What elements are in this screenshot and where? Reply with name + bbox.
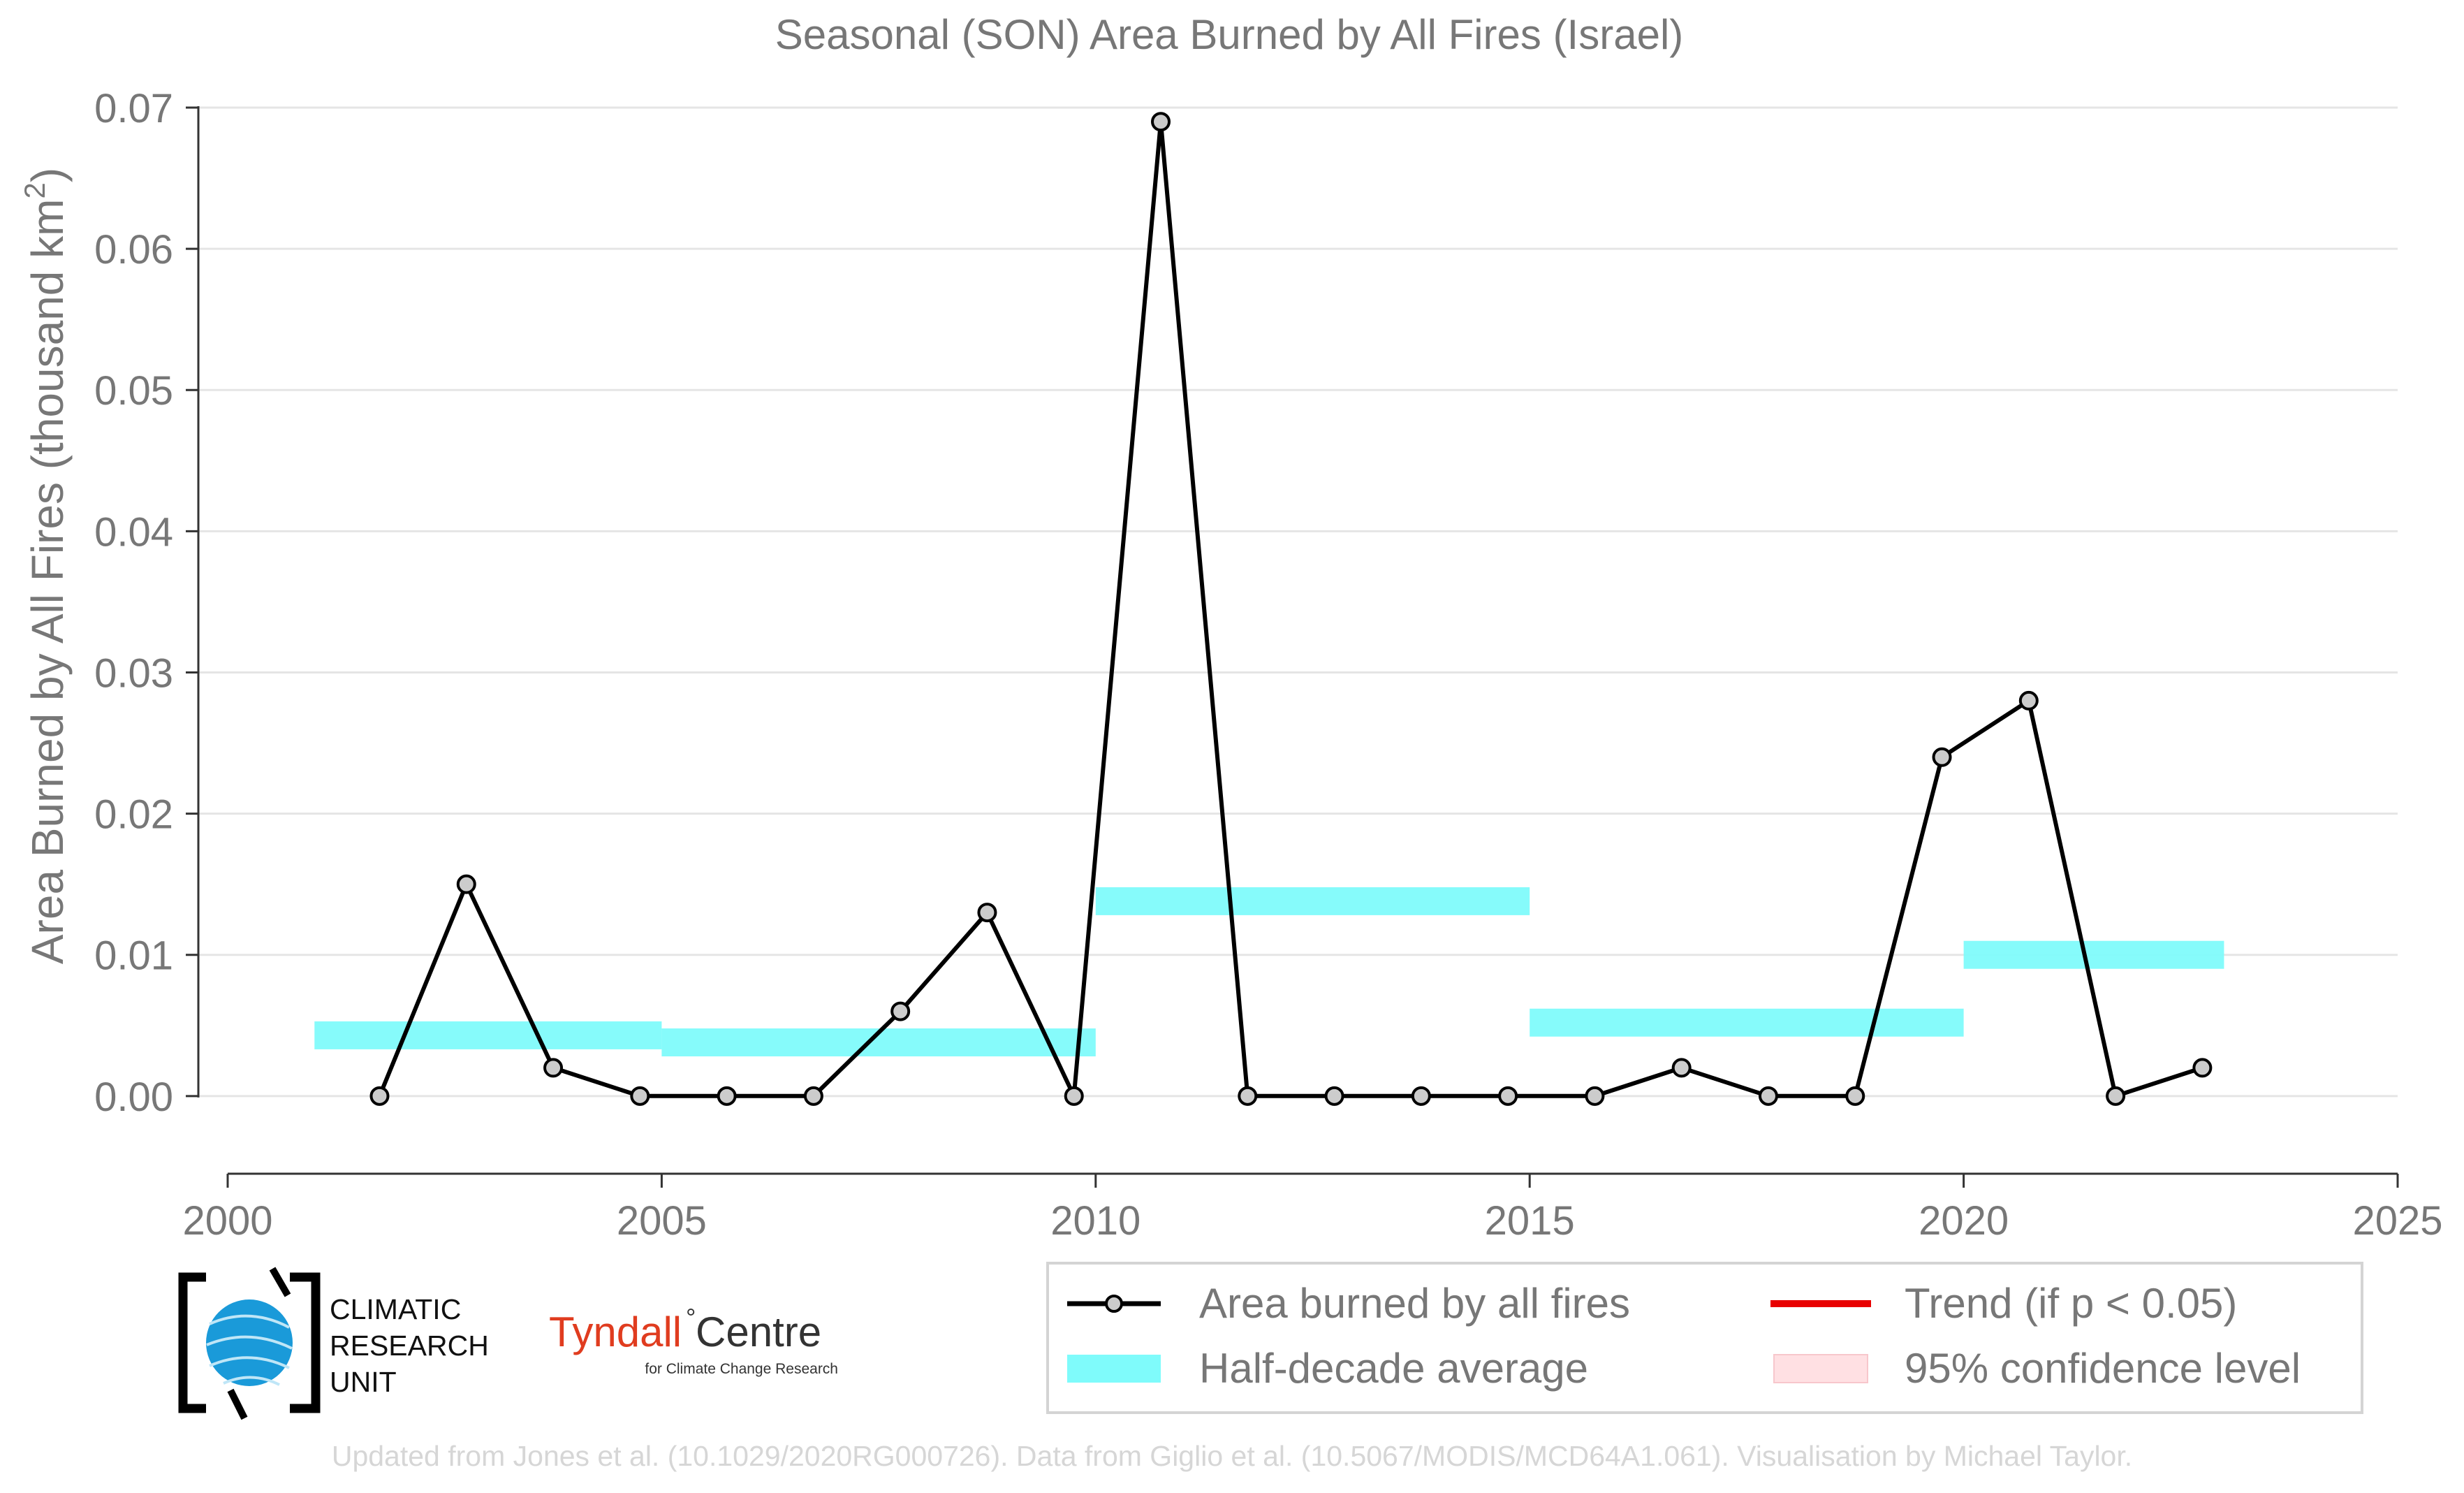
data-point-16 xyxy=(1758,1086,1778,1106)
series-area-burned xyxy=(369,112,2213,1106)
data-point-0 xyxy=(369,1086,390,1106)
footer-credit: Updated from Jones et al. (10.1029/2020R… xyxy=(332,1440,2132,1472)
x-tick-label-2: 2010 xyxy=(1050,1198,1141,1244)
y-axis-label-close: ) xyxy=(22,168,73,182)
data-point-4 xyxy=(717,1086,737,1106)
x-tick-label-4: 2020 xyxy=(1919,1198,2009,1244)
cru-logo: CLIMATIC RESEARCH UNIT xyxy=(178,1267,489,1420)
cru-line-3: UNIT xyxy=(330,1366,397,1398)
legend-frame xyxy=(1046,1262,2363,1414)
x-tick-label-5: 2025 xyxy=(2352,1198,2442,1244)
legend-label-trend: Trend (if p < 0.05) xyxy=(1905,1280,2237,1327)
tyndall-logo: Tyndall ° Centre for Climate Change Rese… xyxy=(549,1303,838,1377)
y-tick-label-2: 0.02 xyxy=(94,792,173,838)
data-point-10 xyxy=(1238,1086,1258,1106)
data-point-13 xyxy=(1498,1086,1518,1106)
half-decade-band-3 xyxy=(1530,1008,1964,1037)
data-point-19 xyxy=(2018,690,2039,711)
legend-band-swatch xyxy=(1067,1355,1161,1383)
data-point-1 xyxy=(456,874,476,894)
data-point-15 xyxy=(1671,1058,1692,1078)
cru-line-1: CLIMATIC xyxy=(330,1293,461,1325)
data-point-20 xyxy=(2106,1086,2126,1106)
y-tick-label-0: 0.00 xyxy=(94,1075,173,1120)
tyndall-subtitle: for Climate Change Research xyxy=(645,1361,838,1377)
y-tick-label-7: 0.07 xyxy=(94,86,173,131)
legend-marker-swatch xyxy=(1105,1295,1123,1313)
half-decade-band-2 xyxy=(1095,887,1530,915)
cru-line-2: RESEARCH xyxy=(330,1330,489,1362)
data-point-14 xyxy=(1585,1086,1605,1106)
legend-confidence-swatch xyxy=(1773,1354,1868,1383)
y-tick-label-3: 0.03 xyxy=(94,650,173,696)
data-point-21 xyxy=(2192,1058,2213,1078)
chart-title: Seasonal (SON) Area Burned by All Fires … xyxy=(775,11,1684,58)
y-tick-label-5: 0.05 xyxy=(94,368,173,414)
data-point-17 xyxy=(1845,1086,1865,1106)
y-tick-label-4: 0.04 xyxy=(94,509,173,555)
data-point-18 xyxy=(1932,747,1952,767)
data-point-9 xyxy=(1151,112,1171,132)
data-point-7 xyxy=(977,903,997,923)
data-point-2 xyxy=(543,1058,564,1078)
data-point-3 xyxy=(630,1086,650,1106)
y-axis-label: Area Burned by All Fires (thousand km2) xyxy=(18,168,73,964)
data-point-8 xyxy=(1064,1086,1084,1106)
tyndall-centre: Centre xyxy=(696,1309,821,1355)
data-point-11 xyxy=(1324,1086,1344,1106)
x-tick-label-0: 2000 xyxy=(182,1198,272,1244)
y-axis-label-superscript: 2 xyxy=(18,182,51,198)
legend-label-area-burned: Area burned by all fires xyxy=(1199,1280,1630,1327)
data-point-5 xyxy=(803,1086,823,1106)
y-tick-label-6: 0.06 xyxy=(94,227,173,272)
grid-layer xyxy=(187,106,2398,1098)
x-tick-label-1: 2005 xyxy=(617,1198,707,1244)
y-axis-label-main: Area Burned by All Fires (thousand km xyxy=(22,199,73,965)
half-decade-band-4 xyxy=(1963,940,2224,969)
half-decade-bands xyxy=(314,887,2224,1057)
data-point-6 xyxy=(890,1001,911,1021)
x-tick-label-3: 2015 xyxy=(1485,1198,1575,1244)
data-point-12 xyxy=(1411,1086,1431,1106)
tyndall-degree: ° xyxy=(686,1303,696,1332)
half-decade-band-0 xyxy=(314,1021,662,1049)
y-tick-label-1: 0.01 xyxy=(94,933,173,979)
legend-label-confidence: 95% confidence level xyxy=(1905,1345,2301,1392)
axes: 0.00 0.01 0.02 0.03 0.04 0.05 0.06 0.07 2000 2005… xyxy=(94,86,2442,1244)
legend-label-half-decade: Half-decade average xyxy=(1199,1345,1588,1392)
legend: Area burned by all fires Trend (if p < 0… xyxy=(1046,1262,2363,1414)
tyndall-word: Tyndall xyxy=(549,1309,682,1355)
series-line-area-burned xyxy=(377,119,2203,1098)
